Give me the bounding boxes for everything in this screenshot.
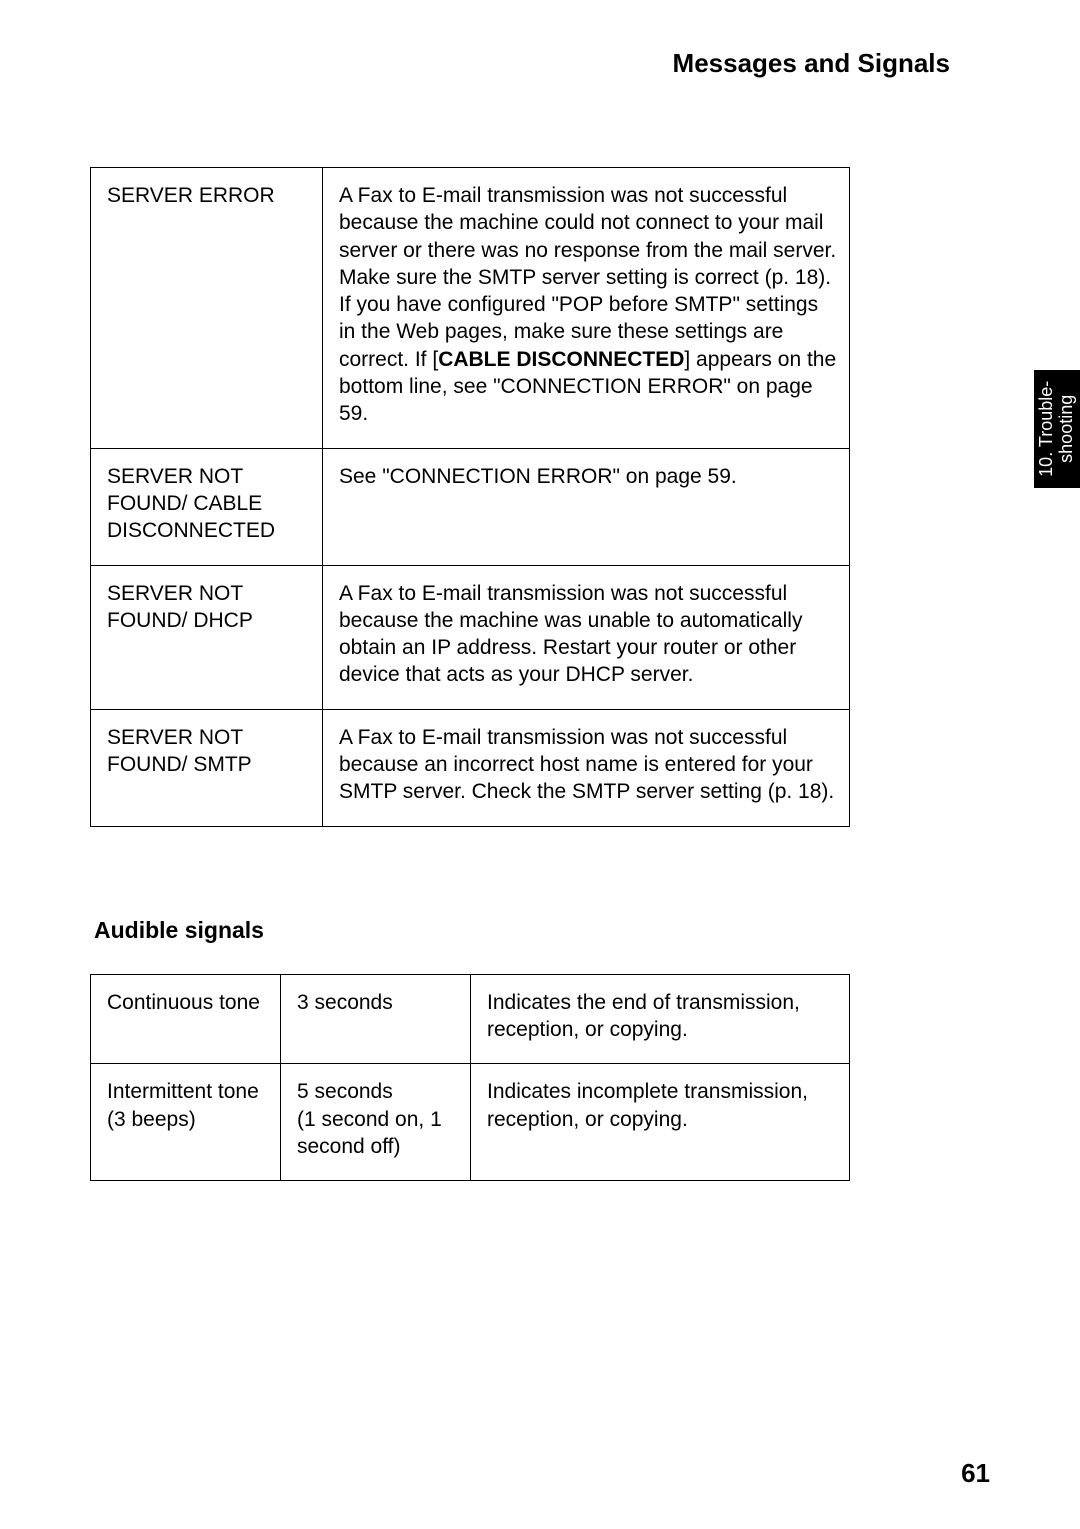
chapter-tab-label: 10. Trouble- shooting	[1037, 381, 1077, 477]
message-description: A Fax to E-mail transmission was not suc…	[323, 709, 850, 826]
chapter-tab-line2: shooting	[1056, 395, 1076, 463]
table-row: SERVER NOT FOUND/ CABLE DISCONNECTED See…	[91, 448, 850, 565]
table-row: Intermittent tone (3 beeps) 5 seconds (1…	[91, 1064, 850, 1181]
message-label: SERVER ERROR	[91, 168, 323, 449]
signal-meaning: Indicates the end of transmission, recep…	[471, 974, 850, 1064]
message-description: A Fax to E-mail transmission was not suc…	[323, 168, 850, 449]
table-row: Continuous tone 3 seconds Indicates the …	[91, 974, 850, 1064]
desc-text-before: A Fax to E-mail transmission was not suc…	[339, 726, 834, 804]
signal-duration: 3 seconds	[281, 974, 471, 1064]
audible-signals-heading: Audible signals	[90, 917, 990, 944]
signal-duration: 5 seconds (1 second on, 1 second off)	[281, 1064, 471, 1181]
message-label: SERVER NOT FOUND/ SMTP	[91, 709, 323, 826]
table-row: SERVER ERROR A Fax to E-mail transmissio…	[91, 168, 850, 449]
chapter-tab: 10. Trouble- shooting	[1034, 370, 1080, 488]
page-title: Messages and Signals	[90, 48, 990, 79]
signal-name: Continuous tone	[91, 974, 281, 1064]
document-page: Messages and Signals SERVER ERROR A Fax …	[0, 0, 1080, 1529]
chapter-tab-line1: 10. Trouble-	[1036, 381, 1056, 477]
desc-text-before: A Fax to E-mail transmission was not suc…	[339, 184, 836, 371]
table-row: SERVER NOT FOUND/ SMTP A Fax to E-mail t…	[91, 709, 850, 826]
desc-text-bold: CABLE DISCONNECTED	[438, 348, 684, 371]
message-label: SERVER NOT FOUND/ CABLE DISCONNECTED	[91, 448, 323, 565]
audible-signals-table: Continuous tone 3 seconds Indicates the …	[90, 974, 850, 1181]
desc-text-before: See "CONNECTION ERROR" on page 59.	[339, 465, 737, 488]
message-description: See "CONNECTION ERROR" on page 59.	[323, 448, 850, 565]
signal-meaning: Indicates incomplete transmission, recep…	[471, 1064, 850, 1181]
desc-text-before: A Fax to E-mail transmission was not suc…	[339, 582, 802, 687]
signal-name: Intermittent tone (3 beeps)	[91, 1064, 281, 1181]
message-description: A Fax to E-mail transmission was not suc…	[323, 565, 850, 709]
page-number: 61	[961, 1458, 990, 1489]
table-row: SERVER NOT FOUND/ DHCP A Fax to E-mail t…	[91, 565, 850, 709]
messages-table: SERVER ERROR A Fax to E-mail transmissio…	[90, 167, 850, 827]
message-label: SERVER NOT FOUND/ DHCP	[91, 565, 323, 709]
